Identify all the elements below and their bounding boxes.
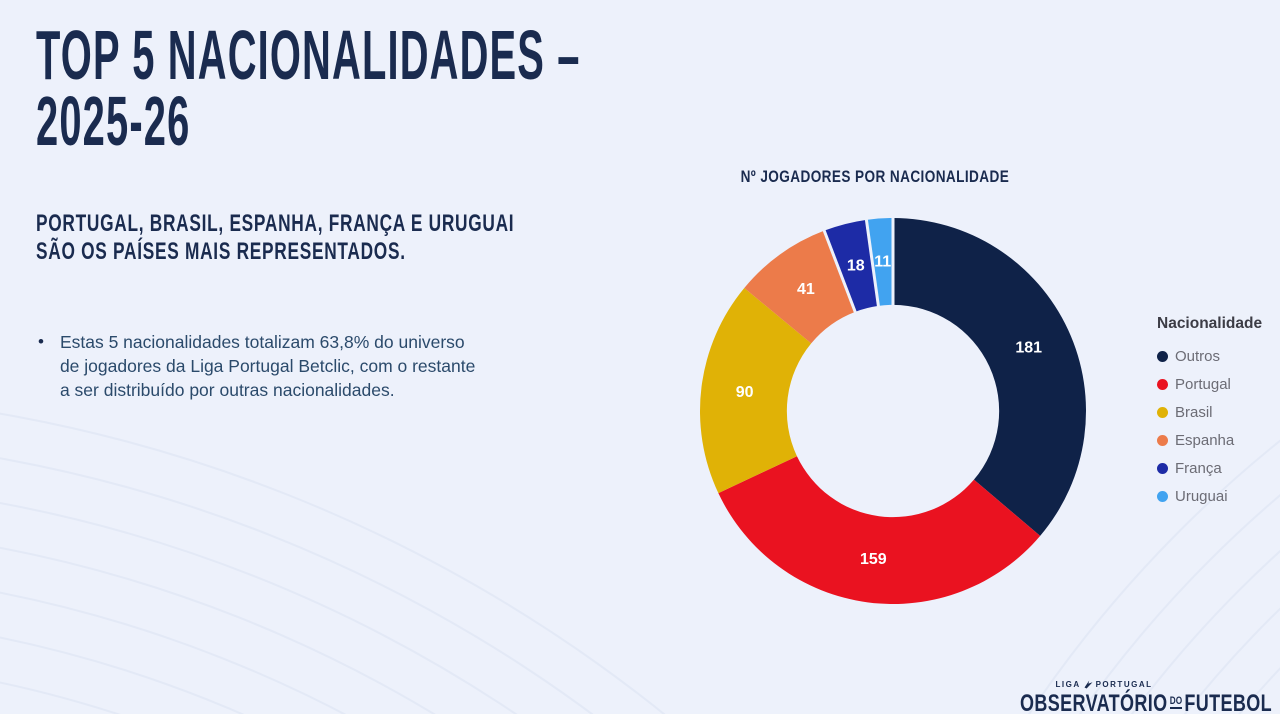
donut-slice-frança	[824, 219, 879, 312]
legend-label: Outros	[1175, 347, 1221, 365]
legend-label: Portugal	[1175, 375, 1231, 393]
donut-slice-brasil	[700, 287, 812, 494]
page-title-line1: TOP 5 NACIONALIDADES –	[36, 16, 581, 94]
legend-item-portugal: Portugal	[1157, 370, 1262, 398]
legend-label: Uruguai	[1175, 487, 1228, 505]
slice-label-portugal: 159	[860, 551, 887, 568]
donut-slice-espanha	[744, 230, 856, 344]
bullet-text: Estas 5 nacionalidades totalizam 63,8% d…	[59, 332, 476, 400]
legend-item-brasil: Brasil	[1157, 398, 1262, 426]
brand-liga-text: LIGA	[1055, 680, 1081, 689]
legend-title: Nacionalidade	[1157, 315, 1263, 332]
brand-liga-portugal: LIGA PORTUGAL	[936, 680, 1272, 689]
legend-item-espanha: Espanha	[1157, 426, 1262, 454]
legend-dot-uruguai	[1157, 490, 1168, 502]
legend-dot-portugal	[1157, 378, 1168, 390]
legend-label: Espanha	[1175, 431, 1235, 449]
legend-list: Outros Portugal Brasil Espanha França Uruguai	[1157, 342, 1262, 510]
legend-item-uruguai: Uruguai	[1157, 482, 1262, 510]
subtitle-line2: SÃO OS PAÍSES MAIS REPRESENTADOS.	[36, 238, 406, 265]
brand-logo: LIGA PORTUGAL OBSERVATÓRIO DOFUTEBOL	[936, 680, 1272, 718]
donut-chart: 181 159 90 41 18 11	[700, 217, 1086, 604]
subtitle-line1: PORTUGAL, BRASIL, ESPANHA, FRANÇA E URUG…	[36, 210, 515, 237]
donut-slice-uruguai	[866, 218, 893, 306]
chart-legend: Nacionalidade Outros Portugal Brasil Espanh…	[1157, 315, 1262, 510]
legend-dot-brasil	[1157, 406, 1168, 418]
bullet-marker: •	[38, 332, 44, 351]
brand-do-text: DO	[1169, 695, 1183, 709]
slice-label-uruguai: 11	[874, 253, 891, 270]
slice-separator	[864, 218, 880, 308]
page-title-line2: 2025-26	[36, 82, 191, 160]
slice-label-outros: 181	[1015, 340, 1042, 357]
bullet-item: • Estas 5 nacionalidades totalizam 63,8%…	[38, 330, 488, 402]
donut-slice-outros	[893, 218, 1086, 536]
slice-label-espanha: 41	[797, 281, 815, 298]
liga-portugal-swoosh-icon	[1084, 680, 1093, 689]
page-title: TOP 5 NACIONALIDADES – 2025-26	[36, 16, 581, 160]
legend-label: Brasil	[1175, 403, 1213, 421]
donut-slice-portugal	[718, 456, 1041, 604]
slice-label-brasil: 90	[736, 384, 754, 401]
legend-item-outros: Outros	[1157, 342, 1262, 370]
chart-title: Nº JOGADORES POR NACIONALIDADE	[740, 167, 1010, 186]
brand-observatorio-futebol: OBSERVATÓRIO DOFUTEBOL	[936, 690, 1272, 718]
legend-dot-outros	[1157, 350, 1168, 362]
slice-label-frança: 18	[847, 258, 865, 275]
brand-observatorio-text: OBSERVATÓRIO	[1019, 690, 1168, 717]
brand-futebol-text: FUTEBOL	[1184, 690, 1272, 717]
legend-dot-frança	[1157, 462, 1168, 474]
slice-separator	[822, 229, 857, 314]
legend-label: França	[1175, 459, 1222, 477]
brand-portugal-text: PORTUGAL	[1095, 680, 1153, 689]
legend-item-frança: França	[1157, 454, 1262, 482]
subtitle: PORTUGAL, BRASIL, ESPANHA, FRANÇA E URUG…	[36, 210, 514, 266]
legend-dot-espanha	[1157, 434, 1168, 446]
